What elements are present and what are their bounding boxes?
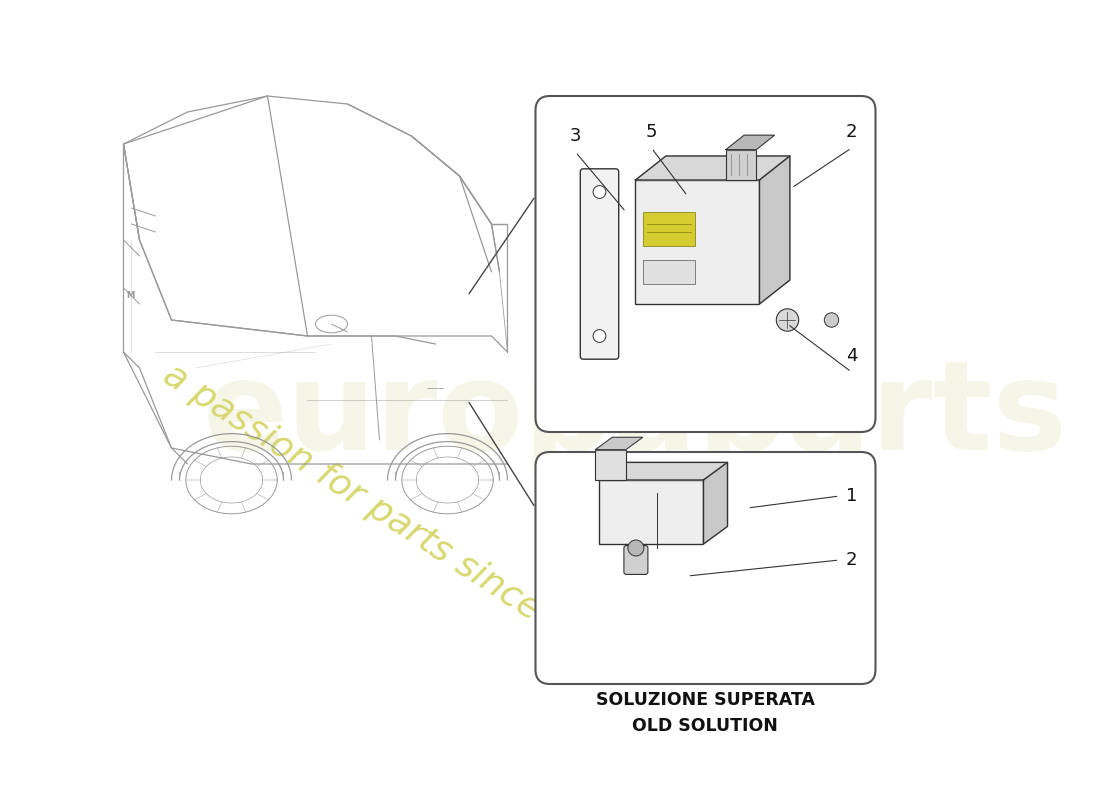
Bar	[644, 212, 695, 246]
Polygon shape	[759, 156, 790, 304]
Bar	[595, 450, 626, 480]
Text: 2: 2	[846, 123, 857, 141]
Text: OLD SOLUTION: OLD SOLUTION	[632, 718, 778, 735]
Polygon shape	[595, 438, 642, 450]
Bar	[636, 180, 759, 304]
Text: a passion for parts since 1985: a passion for parts since 1985	[157, 357, 634, 683]
Text: 4: 4	[846, 347, 857, 365]
Text: europaparts: europaparts	[204, 355, 1068, 477]
FancyBboxPatch shape	[581, 169, 618, 359]
Circle shape	[593, 186, 606, 198]
Bar	[600, 480, 704, 544]
Text: 2: 2	[846, 551, 857, 569]
FancyBboxPatch shape	[536, 96, 876, 432]
Circle shape	[628, 540, 643, 556]
Circle shape	[593, 330, 606, 342]
FancyBboxPatch shape	[536, 452, 876, 684]
Text: SOLUZIONE SUPERATA: SOLUZIONE SUPERATA	[595, 691, 815, 709]
Polygon shape	[704, 462, 727, 544]
Circle shape	[777, 309, 799, 331]
Polygon shape	[600, 462, 727, 480]
Polygon shape	[726, 135, 774, 150]
Text: 3: 3	[570, 127, 581, 145]
Polygon shape	[636, 156, 790, 180]
Text: M: M	[125, 291, 134, 301]
FancyBboxPatch shape	[624, 546, 648, 574]
Text: 1: 1	[846, 487, 857, 505]
Bar	[644, 260, 695, 284]
Text: 5: 5	[646, 123, 657, 141]
Bar	[726, 150, 757, 180]
Circle shape	[824, 313, 838, 327]
